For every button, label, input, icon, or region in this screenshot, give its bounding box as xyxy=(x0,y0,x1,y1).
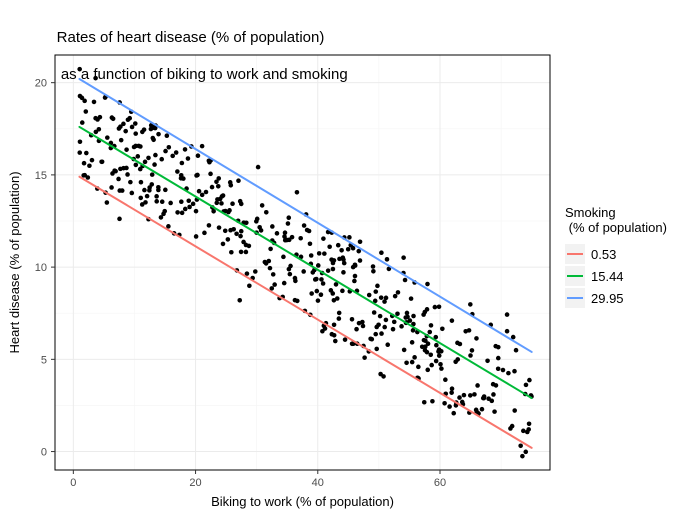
legend: Smoking (% of population) 0.53 15.44 29.95 xyxy=(565,205,667,309)
legend-label: 0.53 xyxy=(591,247,616,262)
y-tick-label: 0 xyxy=(41,447,47,459)
legend-item: 29.95 xyxy=(565,287,667,309)
y-tick-label: 15 xyxy=(35,170,47,182)
legend-label: 15.44 xyxy=(591,269,624,284)
x-tick-label: 20 xyxy=(189,477,201,489)
x-tick-label: 60 xyxy=(434,477,446,489)
x-tick-label: 40 xyxy=(312,477,324,489)
legend-key xyxy=(565,244,585,264)
x-axis-title: Biking to work (% of population) xyxy=(211,494,394,509)
legend-title-line2: (% of population) xyxy=(565,220,667,235)
legend-item: 15.44 xyxy=(565,265,667,287)
legend-label: 29.95 xyxy=(591,291,624,306)
chart-title: Rates of heart disease (% of population)… xyxy=(40,10,348,104)
legend-key xyxy=(565,288,585,308)
y-axis-title: Heart disease (% of population) xyxy=(7,171,22,353)
chart-container: Rates of heart disease (% of population)… xyxy=(0,0,688,514)
legend-title: Smoking (% of population) xyxy=(565,205,667,235)
legend-item: 0.53 xyxy=(565,243,667,265)
title-line1: Rates of heart disease (% of population) xyxy=(57,29,325,46)
x-tick-label: 0 xyxy=(70,477,76,489)
legend-items: 0.53 15.44 29.95 xyxy=(565,243,667,309)
y-tick-label: 10 xyxy=(35,262,47,274)
legend-title-line1: Smoking xyxy=(565,205,616,220)
y-tick-label: 5 xyxy=(41,354,47,366)
title-line2: as a function of biking to work and smok… xyxy=(57,66,348,83)
legend-key xyxy=(565,266,585,286)
